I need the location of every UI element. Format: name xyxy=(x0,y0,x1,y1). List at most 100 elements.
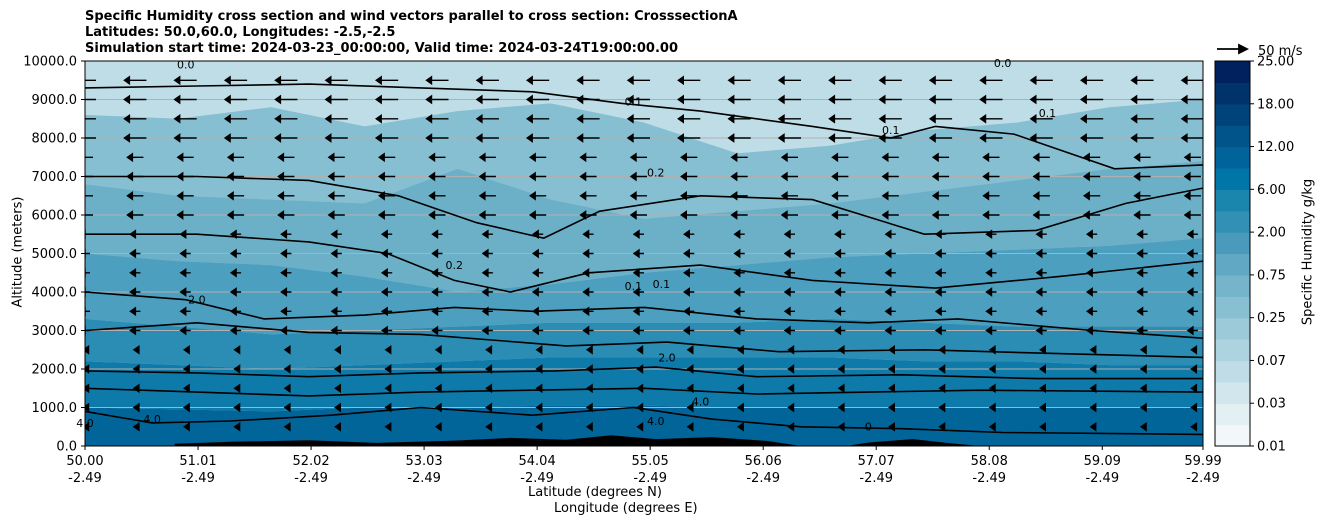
wind-vector-174 xyxy=(683,287,695,297)
wind-vector-388 xyxy=(1029,113,1053,124)
colorbar-tick-label-9: 25.00 xyxy=(1257,55,1294,70)
wind-vector-138 xyxy=(1186,325,1198,336)
wind-vector-57 xyxy=(585,383,593,394)
colorbar-frame xyxy=(1214,60,1251,447)
wind-vector-34 xyxy=(585,402,593,413)
wind-vector-244 xyxy=(733,229,745,240)
wind-vector-290 xyxy=(730,190,748,201)
x-tick-label-lat-10: 59.99 xyxy=(1184,454,1221,469)
wind-vector-336 xyxy=(730,152,748,163)
wind-vector-389 xyxy=(1079,113,1104,124)
contour-label-16: 0 xyxy=(865,421,872,434)
wind-vector-253 xyxy=(1186,229,1198,240)
wind-vector-236 xyxy=(330,229,342,240)
wind-vector-422 xyxy=(425,75,449,86)
wind-vector-98 xyxy=(334,344,341,355)
wind-vector-292 xyxy=(831,190,849,201)
wind-vector-110 xyxy=(938,344,946,355)
wind-vector-218 xyxy=(582,248,594,259)
wind-vector-211 xyxy=(229,248,242,259)
wind-vector-381 xyxy=(677,113,701,124)
wind-vector-433 xyxy=(979,75,1003,86)
wind-vector-83 xyxy=(736,364,744,374)
wind-vector-281 xyxy=(277,190,295,201)
colorbar-segment-17 xyxy=(1215,82,1250,105)
wind-vector-187 xyxy=(179,267,191,278)
wind-vector-427 xyxy=(677,75,701,86)
wind-vector-408 xyxy=(878,94,902,105)
wind-vector-261 xyxy=(428,210,446,220)
wind-vector-382 xyxy=(727,113,751,124)
wind-vector-302 xyxy=(176,171,194,182)
wind-vector-87 xyxy=(938,364,946,374)
wind-vector-152 xyxy=(733,306,745,317)
wind-vector-29 xyxy=(334,402,341,413)
chart-title-line-1: Specific Humidity cross section and wind… xyxy=(85,9,738,24)
wind-vector-121 xyxy=(330,325,342,336)
wind-vector-72 xyxy=(182,364,190,374)
wind-vector-242 xyxy=(632,229,644,240)
wind-vector-383 xyxy=(777,113,801,124)
wind-vector-315 xyxy=(831,171,849,182)
x-tick-label-lat-5: 55.05 xyxy=(632,454,669,469)
wind-vector-65 xyxy=(988,383,996,394)
wind-vector-226 xyxy=(985,248,997,259)
x-tick-label-lon-5: -2.49 xyxy=(633,471,667,486)
y-tick-label-8: 8000.0 xyxy=(32,132,78,147)
wind-vector-313 xyxy=(730,171,748,182)
wind-vector-271 xyxy=(931,210,950,220)
wind-vector-333 xyxy=(579,152,597,163)
wind-vector-284 xyxy=(428,190,446,201)
x-tick-label-lon-6: -2.49 xyxy=(746,471,780,486)
wind-vector-347 xyxy=(123,133,147,143)
x-tick-label-lat-8: 58.08 xyxy=(971,454,1008,469)
wind-vector-358 xyxy=(677,133,701,143)
x-tick-label-lat-3: 53.03 xyxy=(405,454,442,469)
wind-vector-351 xyxy=(324,133,348,143)
wind-vector-124 xyxy=(481,325,493,336)
wind-vector-343 xyxy=(1082,152,1101,163)
x-axis-title-latitude: Latitude (degrees N) xyxy=(528,485,662,500)
wind-vector-189 xyxy=(280,267,292,278)
colorbar-segment-12 xyxy=(1215,189,1250,212)
wind-vector-15 xyxy=(787,421,795,432)
wind-vector-222 xyxy=(783,248,795,259)
wind-vector-326 xyxy=(226,152,245,163)
wind-vector-258 xyxy=(277,210,295,220)
wind-vector-133 xyxy=(934,325,947,336)
wind-vector-355 xyxy=(525,133,550,143)
wind-vector-164 xyxy=(179,287,191,297)
wind-vector-203 xyxy=(985,267,997,278)
wind-vector-62 xyxy=(837,383,845,394)
wind-vector-318 xyxy=(982,171,1000,182)
wind-vector-13 xyxy=(686,421,694,432)
wind-vector-68 xyxy=(1139,383,1147,394)
wind-vector-52 xyxy=(334,383,341,394)
wind-vector-364 xyxy=(979,133,1003,143)
wind-vector-161 xyxy=(1186,306,1198,317)
wind-vector-79 xyxy=(535,364,543,374)
wind-vector-296 xyxy=(1032,190,1050,201)
wind-vector-420 xyxy=(324,75,348,86)
wind-vector-371 xyxy=(173,113,197,124)
wind-vector-306 xyxy=(377,171,396,182)
wind-vector-18 xyxy=(938,421,946,432)
wind-vector-254 xyxy=(85,214,93,216)
wind-vector-115 xyxy=(1190,344,1198,355)
wind-vector-393 xyxy=(123,94,147,105)
wind-vector-385 xyxy=(878,113,902,124)
colorbar-segment-9 xyxy=(1215,253,1250,276)
wind-vector-150 xyxy=(632,306,644,317)
wind-vector-425 xyxy=(576,75,600,86)
wind-vector-23 xyxy=(1190,421,1198,432)
wind-vector-263 xyxy=(528,210,547,220)
wind-vector-376 xyxy=(425,113,449,124)
contour-label-11: 2.0 xyxy=(658,351,676,364)
wind-vector-193 xyxy=(481,267,493,278)
wind-vector-1 xyxy=(85,421,90,432)
wind-vector-180 xyxy=(985,287,997,297)
wind-vector-184 xyxy=(1186,287,1198,297)
wind-vector-249 xyxy=(985,229,997,240)
wind-vector-122 xyxy=(380,325,393,336)
wind-vector-165 xyxy=(229,287,242,297)
